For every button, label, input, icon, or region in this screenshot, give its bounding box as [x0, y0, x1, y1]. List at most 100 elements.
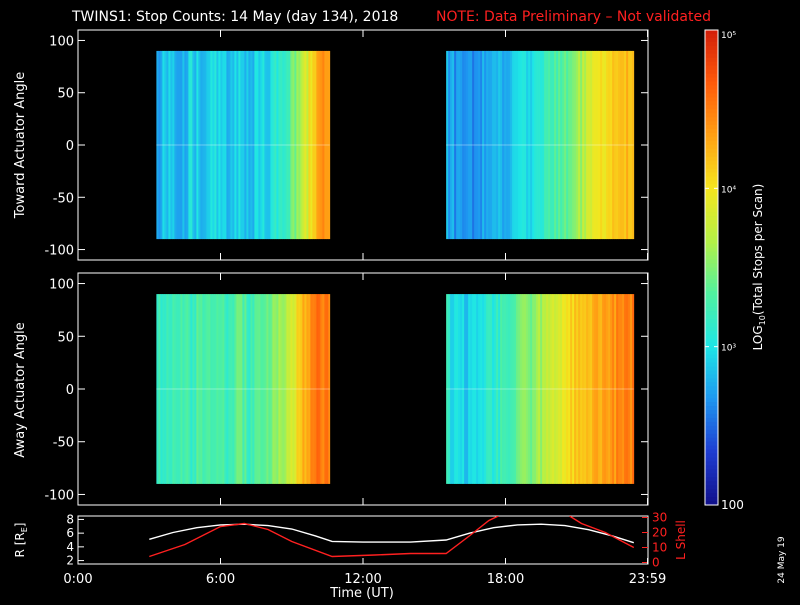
heatmap-cell — [544, 294, 547, 484]
heatmap-cell — [456, 50, 459, 240]
heatmap-cell — [502, 50, 505, 240]
heatmap-cell — [546, 50, 549, 240]
heatmap-cell — [264, 294, 267, 484]
heatmap-cell — [202, 50, 205, 240]
heatmap-cell — [540, 294, 543, 484]
heatmap-cell — [624, 294, 627, 484]
heatmap-cell — [592, 50, 595, 240]
colorbar-cell — [705, 334, 718, 340]
heatmap-cell — [304, 294, 307, 484]
ytick-label: -100 — [44, 488, 74, 503]
heatmap-cell — [160, 50, 163, 240]
heatmap-cell — [622, 294, 625, 484]
heatmap-cell — [616, 294, 619, 484]
heatmap-cell — [536, 294, 539, 484]
colorbar-cell — [705, 318, 718, 324]
orbit-xtick-label: 12:00 — [344, 572, 381, 587]
colorbar-cell — [705, 93, 718, 98]
heatmap-cell — [504, 50, 507, 240]
colorbar-cell — [705, 311, 718, 316]
colorbar-cell — [705, 152, 718, 158]
heatmap-cell — [258, 294, 261, 484]
heatmap-cell — [620, 294, 623, 484]
heatmap-cell — [250, 294, 253, 484]
heatmap-cell — [234, 50, 237, 240]
heatmap-cell — [242, 294, 245, 484]
heatmap-cell — [452, 50, 455, 240]
heatmap-cell — [452, 294, 455, 484]
heatmap-cell — [570, 294, 573, 484]
heatmap-cell — [164, 50, 167, 240]
heatmap-cell — [474, 294, 477, 484]
heatmap-cell — [194, 50, 197, 240]
heatmap-cell — [484, 294, 487, 484]
heatmap-cell — [462, 50, 465, 240]
heatmap-cell — [522, 50, 525, 240]
heatmap-cell — [228, 294, 231, 484]
heatmap-cell — [560, 50, 563, 240]
heatmap-cell — [252, 294, 255, 484]
heatmap-cell — [236, 50, 239, 240]
orbit-xlabel: Time (UT) — [329, 586, 394, 600]
heatmap-cell — [284, 294, 287, 484]
heatmap-cell — [566, 50, 569, 240]
heatmap-cell — [574, 294, 577, 484]
right-ytick-label: 20 — [652, 526, 667, 540]
heatmap-cell — [322, 294, 325, 484]
heatmap-cell — [206, 50, 209, 240]
heatmap-cell — [632, 50, 635, 240]
heatmap-cell — [552, 294, 555, 484]
colorbar-cell — [705, 473, 718, 478]
heatmap-cell — [480, 294, 483, 484]
colorbar-cell — [705, 275, 718, 280]
heatmap-cell — [470, 50, 473, 240]
heatmap-cell — [200, 294, 203, 484]
heatmap-cell — [238, 50, 241, 240]
ytick-label: -50 — [53, 436, 74, 451]
heatmap-cell — [240, 50, 243, 240]
heatmap-cell — [518, 50, 521, 240]
heatmap-cell — [630, 294, 633, 484]
heatmap-cell — [318, 294, 321, 484]
heatmap-cell — [600, 50, 603, 240]
heatmap-cell — [280, 50, 283, 240]
heatmap-cell — [606, 294, 609, 484]
heatmap-cell — [602, 50, 605, 240]
heatmap-cell — [256, 294, 259, 484]
colorbar-cell — [705, 204, 718, 209]
heatmap-cell — [618, 294, 621, 484]
heatmap-cell — [568, 294, 571, 484]
colorbar-cell — [705, 69, 718, 74]
heatmap-cell — [212, 50, 215, 240]
heatmap-cell — [614, 50, 617, 240]
colorbar-cell — [705, 326, 718, 332]
colorbar-cell — [705, 497, 718, 502]
heatmap-cell — [326, 294, 329, 484]
heatmap-cell — [464, 50, 467, 240]
heatmap-cell — [298, 50, 301, 240]
away-angle-panel: 100 50 0 -50 -100 — [44, 272, 649, 506]
colorbar-cell — [705, 144, 718, 150]
heatmap-cell — [162, 50, 165, 240]
heatmap-cell — [276, 294, 279, 484]
heatmap-cell — [544, 50, 547, 240]
colorbar-cell — [705, 117, 718, 122]
heatmap-cell — [316, 50, 319, 240]
heatmap-cell — [214, 50, 217, 240]
colorbar-cell — [705, 291, 718, 296]
heatmap-cell — [162, 294, 165, 484]
colorbar-cell — [705, 243, 718, 249]
colorbar: 100 10³ 10⁴ 10⁵ — [704, 29, 744, 512]
heatmap-cell — [610, 294, 613, 484]
colorbar-cell — [705, 366, 718, 371]
colorbar-cell — [705, 315, 718, 320]
colorbar-cell — [705, 382, 718, 387]
heatmap-cell — [476, 294, 479, 484]
heatmap-cell — [478, 50, 481, 240]
heatmap-cell — [564, 50, 567, 240]
heatmap-cell — [242, 50, 245, 240]
heatmap-cell — [262, 50, 265, 240]
heatmap-cell — [328, 294, 331, 484]
colorbar-cell — [705, 378, 718, 383]
heatmap-cell — [258, 50, 261, 240]
